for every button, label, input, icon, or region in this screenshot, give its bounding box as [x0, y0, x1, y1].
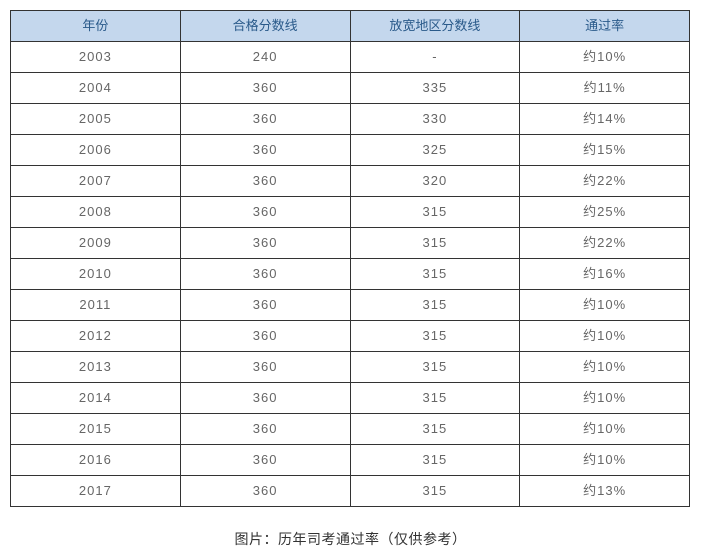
cell-relaxed: 315	[350, 321, 520, 352]
cell-pass-rate: 约10%	[520, 352, 690, 383]
cell-year: 2009	[11, 228, 181, 259]
cell-relaxed: 315	[350, 228, 520, 259]
table-row: 2012360315约10%	[11, 321, 690, 352]
cell-relaxed: -	[350, 42, 520, 73]
cell-pass-rate: 约10%	[520, 42, 690, 73]
table-row: 2016360315约10%	[11, 445, 690, 476]
cell-year: 2013	[11, 352, 181, 383]
cell-year: 2004	[11, 73, 181, 104]
cell-pass-rate: 约10%	[520, 290, 690, 321]
cell-relaxed: 325	[350, 135, 520, 166]
cell-pass-rate: 约14%	[520, 104, 690, 135]
cell-pass-score: 360	[180, 476, 350, 507]
cell-year: 2005	[11, 104, 181, 135]
cell-pass-rate: 约15%	[520, 135, 690, 166]
table-row: 2013360315约10%	[11, 352, 690, 383]
table-row: 2010360315约16%	[11, 259, 690, 290]
cell-year: 2015	[11, 414, 181, 445]
table-row: 2004360335约11%	[11, 73, 690, 104]
table-row: 2005360330约14%	[11, 104, 690, 135]
cell-pass-score: 360	[180, 166, 350, 197]
table-row: 2009360315约22%	[11, 228, 690, 259]
cell-pass-rate: 约10%	[520, 321, 690, 352]
table-row: 2003240-约10%	[11, 42, 690, 73]
table-body: 2003240-约10% 2004360335约11% 2005360330约1…	[11, 42, 690, 507]
cell-pass-score: 360	[180, 414, 350, 445]
cell-year: 2010	[11, 259, 181, 290]
cell-relaxed: 315	[350, 290, 520, 321]
cell-pass-score: 360	[180, 197, 350, 228]
cell-relaxed: 315	[350, 445, 520, 476]
cell-pass-score: 360	[180, 259, 350, 290]
cell-relaxed: 315	[350, 383, 520, 414]
cell-pass-rate: 约10%	[520, 445, 690, 476]
cell-pass-score: 240	[180, 42, 350, 73]
cell-pass-rate: 约10%	[520, 414, 690, 445]
cell-pass-rate: 约22%	[520, 166, 690, 197]
table-row: 2014360315约10%	[11, 383, 690, 414]
cell-pass-score: 360	[180, 352, 350, 383]
col-header-pass-rate: 通过率	[520, 11, 690, 42]
cell-pass-score: 360	[180, 73, 350, 104]
cell-pass-rate: 约25%	[520, 197, 690, 228]
cell-relaxed: 320	[350, 166, 520, 197]
table-row: 2007360320约22%	[11, 166, 690, 197]
table-caption: 图片：历年司考通过率（仅供参考）	[10, 529, 691, 549]
cell-year: 2017	[11, 476, 181, 507]
table-row: 2008360315约25%	[11, 197, 690, 228]
cell-year: 2014	[11, 383, 181, 414]
cell-relaxed: 315	[350, 476, 520, 507]
cell-pass-rate: 约11%	[520, 73, 690, 104]
cell-pass-score: 360	[180, 290, 350, 321]
table-row: 2017360315约13%	[11, 476, 690, 507]
cell-pass-score: 360	[180, 321, 350, 352]
table-row: 2015360315约10%	[11, 414, 690, 445]
cell-year: 2006	[11, 135, 181, 166]
cell-year: 2011	[11, 290, 181, 321]
cell-relaxed: 330	[350, 104, 520, 135]
col-header-year: 年份	[11, 11, 181, 42]
cell-pass-score: 360	[180, 104, 350, 135]
cell-year: 2012	[11, 321, 181, 352]
col-header-relaxed: 放宽地区分数线	[350, 11, 520, 42]
cell-year: 2007	[11, 166, 181, 197]
table-row: 2011360315约10%	[11, 290, 690, 321]
cell-relaxed: 335	[350, 73, 520, 104]
cell-pass-rate: 约22%	[520, 228, 690, 259]
cell-relaxed: 315	[350, 414, 520, 445]
cell-pass-rate: 约16%	[520, 259, 690, 290]
cell-relaxed: 315	[350, 259, 520, 290]
cell-relaxed: 315	[350, 352, 520, 383]
cell-year: 2008	[11, 197, 181, 228]
cell-pass-score: 360	[180, 228, 350, 259]
cell-pass-score: 360	[180, 445, 350, 476]
score-table-container: 年份 合格分数线 放宽地区分数线 通过率 2003240-约10% 200436…	[10, 10, 690, 507]
table-row: 2006360325约15%	[11, 135, 690, 166]
cell-pass-score: 360	[180, 383, 350, 414]
cell-pass-score: 360	[180, 135, 350, 166]
cell-relaxed: 315	[350, 197, 520, 228]
score-table: 年份 合格分数线 放宽地区分数线 通过率 2003240-约10% 200436…	[10, 10, 690, 507]
cell-year: 2016	[11, 445, 181, 476]
table-header-row: 年份 合格分数线 放宽地区分数线 通过率	[11, 11, 690, 42]
col-header-pass-score: 合格分数线	[180, 11, 350, 42]
cell-year: 2003	[11, 42, 181, 73]
cell-pass-rate: 约13%	[520, 476, 690, 507]
cell-pass-rate: 约10%	[520, 383, 690, 414]
